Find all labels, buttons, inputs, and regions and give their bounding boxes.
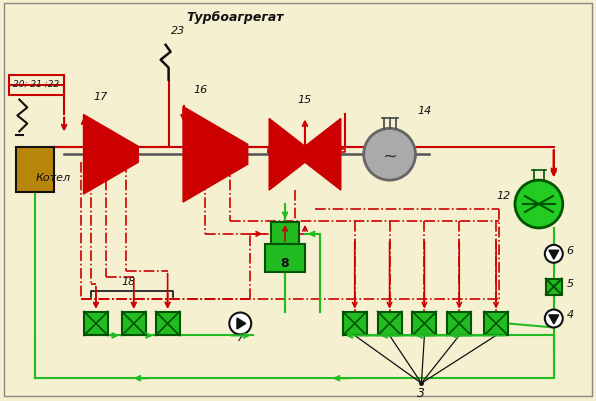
Polygon shape <box>549 315 558 324</box>
Polygon shape <box>183 107 248 202</box>
Bar <box>378 312 402 335</box>
Text: 7: 7 <box>237 333 244 343</box>
Text: Турбоагрегат: Турбоагрегат <box>187 11 284 24</box>
Bar <box>10 75 64 95</box>
Text: 4: 4 <box>567 310 574 320</box>
Text: 14: 14 <box>417 106 432 116</box>
Text: 20; 21 ;22: 20; 21 ;22 <box>13 80 60 89</box>
Bar <box>343 312 367 335</box>
Bar <box>412 312 436 335</box>
Bar <box>546 279 562 295</box>
Circle shape <box>545 245 563 263</box>
Bar <box>447 312 471 335</box>
Text: 15: 15 <box>298 95 312 105</box>
Text: Котел: Котел <box>36 173 71 183</box>
Bar <box>122 312 145 335</box>
Text: ~: ~ <box>382 147 397 165</box>
Text: 5: 5 <box>567 279 574 289</box>
Bar <box>16 147 54 192</box>
Bar <box>484 312 508 335</box>
Text: 18: 18 <box>122 277 136 287</box>
Circle shape <box>364 128 415 180</box>
Text: 17: 17 <box>94 91 108 101</box>
Circle shape <box>229 312 252 334</box>
Polygon shape <box>269 118 305 190</box>
Polygon shape <box>549 250 558 259</box>
Text: 23: 23 <box>172 26 186 36</box>
Circle shape <box>515 180 563 228</box>
Text: 8: 8 <box>281 257 290 270</box>
Bar <box>271 222 299 244</box>
Bar <box>84 312 108 335</box>
Polygon shape <box>237 318 246 329</box>
Polygon shape <box>305 118 341 190</box>
Text: 3: 3 <box>417 387 426 400</box>
Text: 6: 6 <box>567 246 574 256</box>
Bar <box>156 312 179 335</box>
Polygon shape <box>83 114 138 194</box>
Text: 12: 12 <box>497 191 511 201</box>
Text: 16: 16 <box>193 85 207 95</box>
Circle shape <box>545 310 563 328</box>
Bar <box>265 244 305 272</box>
